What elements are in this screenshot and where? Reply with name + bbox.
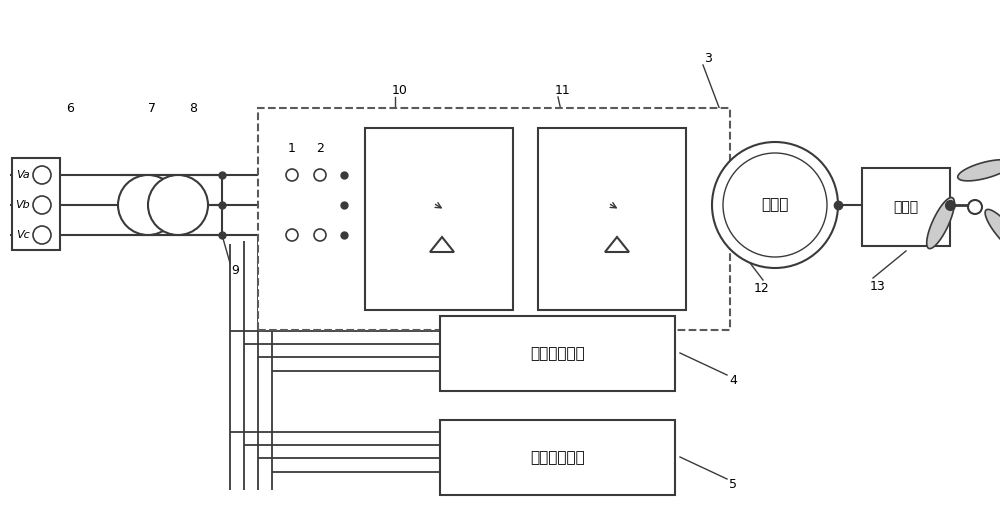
Bar	[365, 128, 513, 310]
Text: 4: 4	[729, 375, 737, 388]
Text: 2: 2	[316, 141, 324, 154]
Circle shape	[968, 200, 982, 214]
Text: 10: 10	[392, 84, 408, 96]
Text: 11: 11	[555, 84, 571, 96]
Text: 8: 8	[189, 102, 197, 114]
Bar	[258, 108, 730, 330]
Text: Vb: Vb	[16, 200, 30, 210]
Circle shape	[118, 175, 178, 235]
Circle shape	[33, 196, 51, 214]
Text: 1: 1	[288, 141, 296, 154]
Circle shape	[314, 229, 326, 241]
Bar	[440, 420, 675, 495]
Circle shape	[286, 169, 298, 181]
Text: 风机供电部分: 风机供电部分	[530, 346, 585, 361]
Text: Vc: Vc	[16, 230, 30, 240]
Circle shape	[723, 153, 827, 257]
Circle shape	[712, 142, 838, 268]
Text: 风机主控系统: 风机主控系统	[530, 450, 585, 465]
Text: Va: Va	[16, 170, 30, 180]
Bar	[440, 316, 675, 391]
Polygon shape	[985, 209, 1000, 253]
Polygon shape	[958, 160, 1000, 181]
Text: 12: 12	[754, 281, 770, 295]
Text: 6: 6	[66, 102, 74, 114]
Text: 3: 3	[704, 51, 712, 65]
Polygon shape	[430, 237, 454, 252]
Text: 13: 13	[870, 279, 886, 293]
Text: 7: 7	[148, 102, 156, 114]
Bar	[538, 128, 686, 310]
Bar	[12, 158, 60, 250]
Polygon shape	[605, 237, 629, 252]
Circle shape	[314, 169, 326, 181]
Bar	[862, 168, 950, 246]
Circle shape	[286, 229, 298, 241]
Circle shape	[33, 166, 51, 184]
Polygon shape	[927, 197, 954, 249]
Text: 发电机: 发电机	[761, 197, 789, 213]
Circle shape	[33, 226, 51, 244]
Text: 9: 9	[231, 263, 239, 277]
Text: 齿轮筱: 齿轮筱	[893, 200, 919, 214]
Text: 5: 5	[729, 479, 737, 491]
Circle shape	[148, 175, 208, 235]
